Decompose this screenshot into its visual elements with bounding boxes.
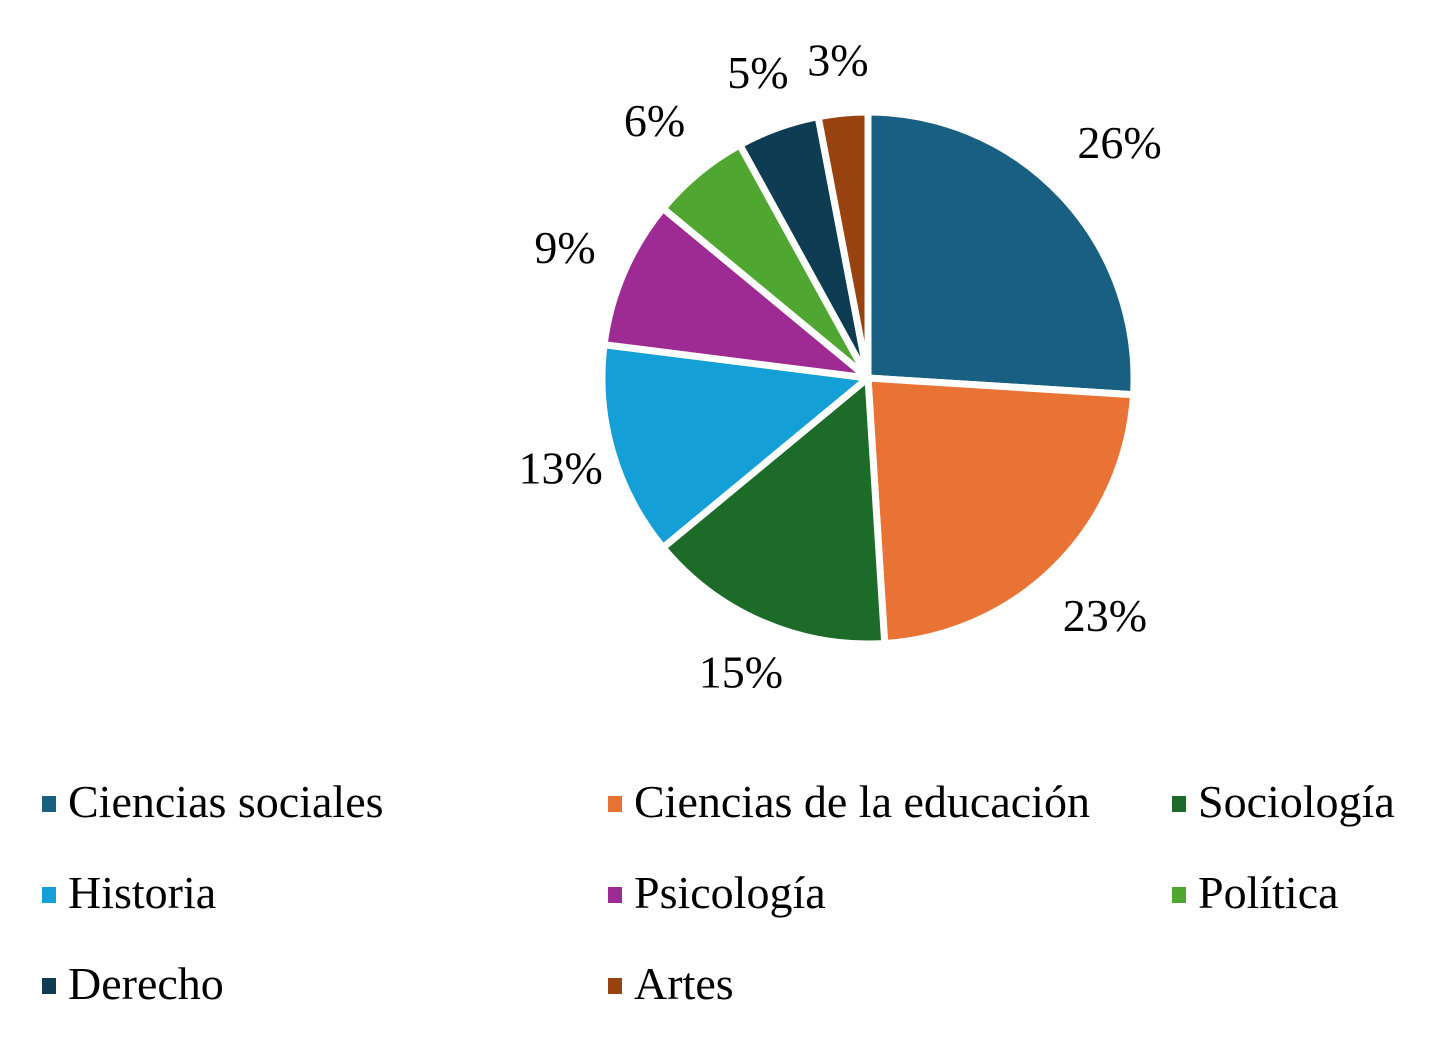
- legend-swatch: [608, 796, 622, 812]
- pie-slice-historia: [598, 341, 872, 552]
- pie-slice-artes: [814, 108, 872, 382]
- legend-item-psicologia: Psicología: [608, 863, 826, 923]
- legend-label: Psicología: [634, 867, 826, 918]
- pie-data-label: 13%: [519, 442, 603, 493]
- legend-label: Ciencias sociales: [68, 776, 384, 827]
- legend-swatch: [608, 887, 622, 903]
- legend-item-derecho: Derecho: [42, 954, 224, 1014]
- pie-data-label: 23%: [1063, 590, 1147, 641]
- pie-slice-ciencias-sociales: [864, 108, 1138, 399]
- legend-item-ciencias-de-la-educacion: Ciencias de la educación: [608, 772, 1090, 832]
- legend-swatch: [42, 978, 56, 994]
- pie-slice-sociologia: [659, 374, 889, 648]
- legend-swatch: [1172, 796, 1186, 812]
- legend-item-sociologia: Sociología: [1172, 772, 1395, 832]
- legend-swatch: [42, 796, 56, 812]
- legend-label: Ciencias de la educación: [634, 776, 1090, 827]
- legend-label: Artes: [634, 958, 734, 1009]
- legend-label: Sociología: [1198, 776, 1395, 827]
- legend-swatch: [1172, 887, 1186, 903]
- legend-item-historia: Historia: [42, 863, 216, 923]
- legend-item-ciencias-sociales: Ciencias sociales: [42, 772, 384, 832]
- pie-data-label: 5%: [727, 47, 788, 98]
- pie-data-label: 9%: [534, 222, 595, 273]
- pie-data-label: 6%: [624, 95, 685, 146]
- pie-slice-ciencias-de-la-educacion: [864, 374, 1137, 647]
- legend-label: Historia: [68, 867, 217, 918]
- pie-chart: 26% 23% 15% 13% 9% 6% 5% 3%: [519, 34, 1162, 697]
- pie-data-label: 3%: [807, 34, 868, 85]
- legend-item-artes: Artes: [608, 954, 734, 1014]
- legend-item-politica: Política: [1172, 863, 1339, 923]
- legend-swatch: [42, 887, 56, 903]
- legend-label: Política: [1198, 867, 1339, 918]
- legend-swatch: [608, 978, 622, 994]
- pie-labels: 26% 23% 15% 13% 9% 6% 5% 3%: [519, 34, 1162, 697]
- pie-data-label: 15%: [699, 647, 783, 698]
- legend-label: Derecho: [68, 958, 224, 1009]
- pie-slices: [598, 108, 1138, 648]
- pie-slice-psicologia: [600, 204, 872, 382]
- pie-data-label: 26%: [1077, 117, 1161, 168]
